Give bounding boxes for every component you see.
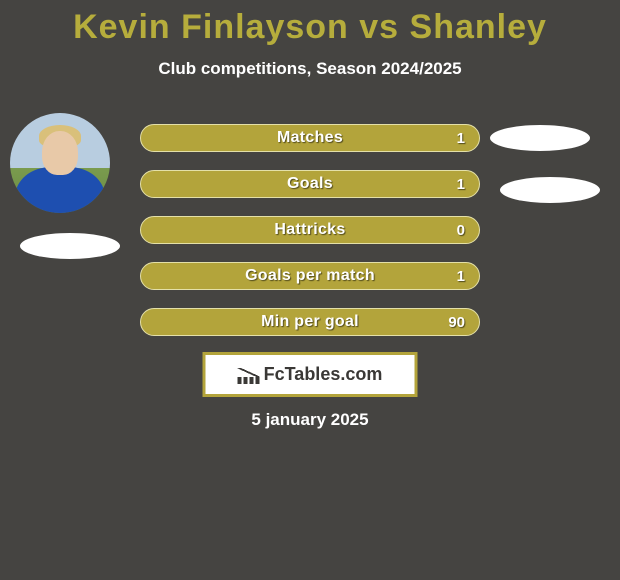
stat-label: Hattricks — [274, 221, 345, 239]
branding-box: FcTables.com — [203, 352, 418, 397]
stat-label: Min per goal — [261, 313, 359, 331]
placeholder-ellipse-right-1 — [490, 125, 590, 151]
stat-value: 1 — [457, 176, 465, 193]
branding-text: FcTables.com — [264, 364, 383, 385]
stat-value: 1 — [457, 268, 465, 285]
stat-label: Goals — [287, 175, 333, 193]
page-title: Kevin Finlayson vs Shanley — [0, 0, 620, 47]
stat-label: Goals per match — [245, 267, 375, 285]
stats-bars: Matches 1 Goals 1 Hattricks 0 Goals per … — [140, 124, 480, 354]
stat-row-goals: Goals 1 — [140, 170, 480, 198]
stat-row-min-per-goal: Min per goal 90 — [140, 308, 480, 336]
stat-value: 1 — [457, 130, 465, 147]
stat-row-matches: Matches 1 — [140, 124, 480, 152]
bar-chart-icon — [238, 366, 260, 384]
stat-row-goals-per-match: Goals per match 1 — [140, 262, 480, 290]
player-avatar-left — [10, 113, 110, 213]
placeholder-ellipse-right-2 — [500, 177, 600, 203]
stat-value: 90 — [448, 314, 465, 331]
stat-label: Matches — [277, 129, 343, 147]
stat-value: 0 — [457, 222, 465, 239]
placeholder-ellipse-left — [20, 233, 120, 259]
snapshot-date: 5 january 2025 — [251, 410, 368, 430]
stat-row-hattricks: Hattricks 0 — [140, 216, 480, 244]
page-subtitle: Club competitions, Season 2024/2025 — [0, 59, 620, 79]
